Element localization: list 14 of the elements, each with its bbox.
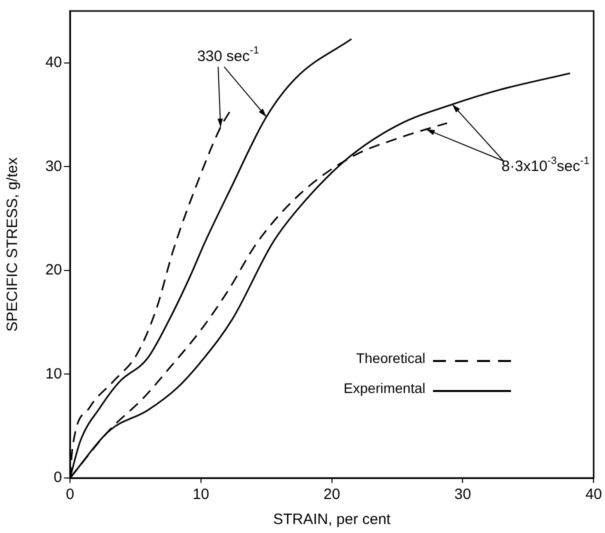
x-tick-label: 20	[323, 486, 340, 504]
y-tick-label: 30	[45, 158, 62, 175]
y-tick-label: 20	[45, 262, 62, 279]
x-axis-title: STRAIN, per cent	[273, 511, 392, 528]
y-axis-title: SPECIFIC STRESS, g/tex	[4, 156, 22, 332]
x-tick-label: 30	[454, 486, 472, 504]
legend-label: Theoretical	[356, 350, 426, 366]
y-tick-label: 10	[45, 365, 62, 382]
legend-label: Experimental	[344, 380, 426, 396]
y-tick-label: 40	[45, 54, 62, 72]
y-tick-label: 0	[54, 469, 62, 486]
x-tick-label: 10	[192, 486, 210, 504]
x-tick-label: 40	[585, 486, 602, 504]
x-tick-label: 0	[66, 486, 74, 504]
